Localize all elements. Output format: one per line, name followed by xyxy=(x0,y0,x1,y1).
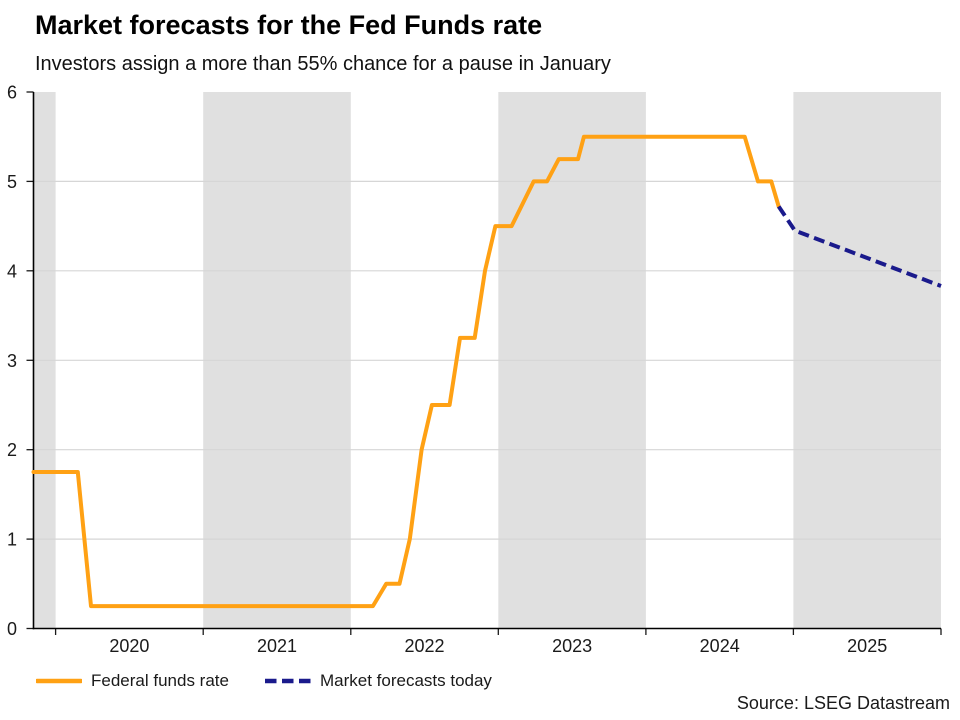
market-forecasts-line xyxy=(777,205,942,288)
y-tick-label: 4 xyxy=(7,261,17,281)
y-tick-label: 6 xyxy=(7,83,17,103)
chart-legend: Federal funds rate Market forecasts toda… xyxy=(36,671,492,691)
x-tick-label: 2025 xyxy=(847,636,887,656)
legend-label: Market forecasts today xyxy=(319,671,492,690)
x-tick-label: 2020 xyxy=(109,636,149,656)
federal-funds-rate-line xyxy=(31,134,781,609)
x-tick-label: 2023 xyxy=(552,636,592,656)
y-tick-label: 2 xyxy=(7,440,17,460)
y-tick-label: 3 xyxy=(7,351,17,371)
y-tick-label: 5 xyxy=(7,172,17,192)
x-tick-label: 2024 xyxy=(700,636,740,656)
x-tick-label: 2021 xyxy=(257,636,297,656)
source-attribution: Source: LSEG Datastream xyxy=(736,693,950,713)
chart-subtitle: Investors assign a more than 55% chance … xyxy=(35,53,611,75)
page-title: Market forecasts for the Fed Funds rate xyxy=(35,10,543,40)
y-tick-label: 1 xyxy=(7,530,17,550)
legend-item-market-forecasts: Market forecasts today xyxy=(264,671,492,691)
legend-item-federal-funds-rate: Federal funds rate xyxy=(36,671,229,691)
solid-line-swatch-icon xyxy=(36,678,82,684)
x-tick-label: 2022 xyxy=(404,636,444,656)
dashed-line-swatch-icon xyxy=(264,678,311,684)
legend-label: Federal funds rate xyxy=(91,671,229,690)
y-tick-label: 0 xyxy=(7,619,17,639)
